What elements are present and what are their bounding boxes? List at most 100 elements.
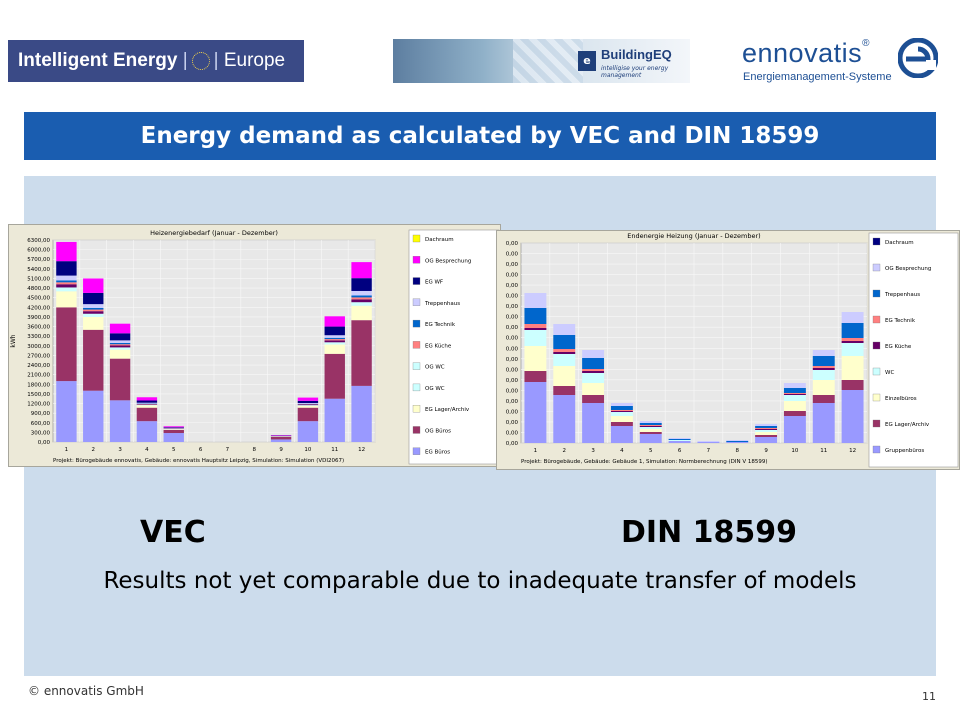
legend-entry: OG Büros xyxy=(425,428,451,434)
bar-segment xyxy=(668,441,691,443)
y-tick-label: 4200,00 xyxy=(27,305,50,311)
bar-segment xyxy=(163,433,184,442)
legend-swatch xyxy=(412,298,421,306)
bar-segment xyxy=(109,323,131,334)
bar-segment xyxy=(324,353,345,399)
building-eq-badge: e xyxy=(578,51,596,71)
legend-entry: EG Büros xyxy=(425,450,450,456)
y-tick-label: 0,00 xyxy=(506,346,519,352)
bar-segment xyxy=(324,398,345,442)
y-tick-label: 1500,00 xyxy=(27,392,50,398)
vec-chart-window: Heizenergiebedarf (Januar - Dezember) 0,0… xyxy=(8,224,501,467)
bar-segment xyxy=(83,309,104,312)
x-tick-label: 2 xyxy=(92,447,96,453)
bar-segment xyxy=(109,342,131,345)
page-number: 11 xyxy=(922,690,936,703)
y-tick-label: 6000,00 xyxy=(27,248,50,254)
bar-segment xyxy=(812,350,835,356)
bar-segment xyxy=(783,416,806,443)
x-tick-label: 5 xyxy=(649,448,653,454)
bar-segment xyxy=(783,401,806,411)
bar-segment xyxy=(83,292,104,305)
x-tick-label: 1 xyxy=(65,447,69,453)
bar-segment xyxy=(163,429,184,434)
legend-swatch xyxy=(872,289,881,298)
bar-segment xyxy=(524,330,547,346)
bar-segment xyxy=(582,369,605,371)
bar-segment xyxy=(524,293,547,308)
building-photo-pattern xyxy=(513,39,583,83)
legend-swatch xyxy=(872,237,881,246)
x-tick-label: 10 xyxy=(304,447,311,453)
bar-segment xyxy=(83,313,104,317)
y-tick-label: 0,00 xyxy=(506,252,519,258)
x-tick-label: 6 xyxy=(678,448,682,454)
y-tick-label: 0,00 xyxy=(506,325,519,331)
bar-segment xyxy=(83,307,104,310)
legend-entry: OG Besprechung xyxy=(425,258,471,264)
legend-swatch xyxy=(872,341,881,350)
bar-segment xyxy=(136,397,158,401)
legend-entry: OG WC xyxy=(425,386,445,392)
bar-segment xyxy=(56,291,77,308)
bar-segment xyxy=(136,404,158,405)
logo-ie-text-a: Intelligent Energy xyxy=(18,50,178,71)
bar-segment xyxy=(56,381,77,442)
y-tick-label: 5700,00 xyxy=(27,257,50,263)
footer-copyright: © ennovatis GmbH xyxy=(28,684,144,698)
bar-segment xyxy=(297,407,319,422)
bar-segment xyxy=(109,347,131,350)
bar-segment xyxy=(553,335,576,349)
bar-segment xyxy=(109,349,131,359)
bar-segment xyxy=(297,400,319,404)
bar-segment xyxy=(83,329,104,391)
ennovatis-e-icon xyxy=(898,38,938,78)
bar-segment xyxy=(812,370,835,380)
ennovatis-wordmark: ennovatis® xyxy=(742,38,870,69)
bar-segment xyxy=(697,442,720,443)
bar-segment xyxy=(610,411,633,412)
y-tick-label: 1800,00 xyxy=(27,382,50,388)
bar-segment xyxy=(697,441,720,442)
y-tick-label: 0,00 xyxy=(506,357,519,363)
legend-swatch xyxy=(412,256,421,264)
bar-segment xyxy=(812,403,835,443)
bar-segment xyxy=(297,421,319,442)
bar-segment xyxy=(726,441,749,442)
bar-segment xyxy=(351,320,372,386)
legend-swatch xyxy=(412,447,421,455)
bar-segment xyxy=(56,282,77,285)
y-tick-label: 900,00 xyxy=(31,411,51,417)
y-tick-label: 0,00 xyxy=(506,399,519,405)
bar-segment xyxy=(553,366,576,386)
legend-entry: EG Küche xyxy=(885,344,912,350)
legend-entry: EG Lager/Archiv xyxy=(425,407,470,413)
bar-segment xyxy=(610,412,633,416)
bar-segment xyxy=(812,380,835,395)
bar-segment xyxy=(639,426,662,427)
bar-segment xyxy=(351,305,372,321)
legend-entry: Treppenhaus xyxy=(884,292,920,298)
bar-segment xyxy=(83,390,104,442)
legend-swatch xyxy=(412,405,421,413)
din-chart: Endenergie Heizung (Januar - Dezember) 0,… xyxy=(506,232,959,468)
bar-segment xyxy=(109,358,131,401)
legend-swatch xyxy=(872,315,881,324)
building-eq-name: BuildingEQ xyxy=(601,47,672,62)
bar-segment xyxy=(610,406,633,410)
x-tick-label: 11 xyxy=(820,448,827,454)
y-tick-label: 3600,00 xyxy=(27,325,50,331)
y-tick-label: 300,00 xyxy=(31,430,51,436)
bar-segment xyxy=(639,434,662,443)
bar-segment xyxy=(136,407,158,422)
legend-entry: Einzelbüros xyxy=(885,396,917,402)
legend-entry: WC xyxy=(885,370,894,376)
bar-segment xyxy=(755,428,778,429)
chart-title: Endenergie Heizung (Januar - Dezember) xyxy=(627,232,760,240)
vec-label: VEC xyxy=(140,515,206,550)
y-tick-label: 0,00 xyxy=(506,304,519,310)
y-tick-label: 0,00 xyxy=(506,336,519,342)
bar-segment xyxy=(755,437,778,443)
bar-segment xyxy=(553,354,576,366)
y-tick-label: 0,00 xyxy=(506,273,519,279)
